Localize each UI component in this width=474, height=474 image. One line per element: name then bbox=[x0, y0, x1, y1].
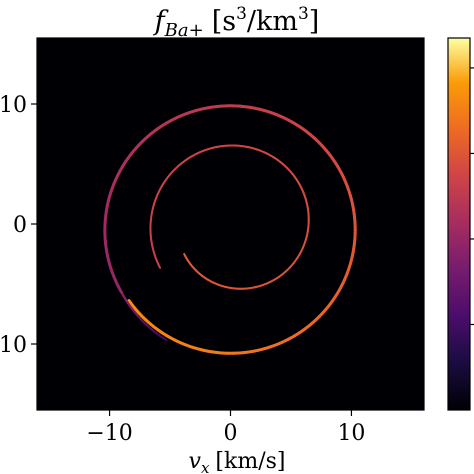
x-axis-label: vx [km/s] bbox=[189, 449, 286, 474]
y-tick-label: 10 bbox=[0, 333, 27, 358]
y-tick-label: 0 bbox=[13, 213, 27, 238]
plot-frame bbox=[36, 37, 425, 411]
x-tick-label: −10 bbox=[86, 421, 132, 446]
outer-ring bbox=[103, 104, 357, 355]
colorbar bbox=[447, 37, 474, 411]
title-subscript: Ba+ bbox=[164, 20, 204, 41]
xlabel-subscript: x bbox=[201, 459, 210, 474]
x-axis: −10 0 10 bbox=[86, 410, 365, 446]
outer-ring-segment bbox=[127, 299, 133, 305]
title-units-mid: /km bbox=[247, 6, 298, 37]
outer-tail bbox=[120, 291, 168, 342]
y-axis: 10 0 10 bbox=[0, 93, 37, 358]
y-tick-label: 10 bbox=[0, 93, 27, 118]
heatmap-background bbox=[37, 38, 424, 410]
colorbar-gradient bbox=[448, 38, 470, 410]
title-symbol: f bbox=[153, 6, 169, 37]
x-tick-label: 10 bbox=[337, 421, 365, 446]
x-tick-label: 0 bbox=[224, 421, 238, 446]
colorbar-frame bbox=[447, 37, 471, 411]
xlabel-symbol: v bbox=[189, 449, 202, 474]
title-units-exp1: 3 bbox=[236, 4, 247, 24]
title-units-post: ] bbox=[309, 6, 320, 37]
inner-spiral bbox=[149, 144, 310, 290]
title-units-exp2: 3 bbox=[298, 4, 309, 24]
inner-spiral-segment bbox=[183, 253, 186, 257]
title-units-pre: [s bbox=[212, 6, 236, 37]
chart-title: fBa+ [s3/km3] bbox=[153, 4, 320, 41]
plot-area: −10 0 10 10 0 10 bbox=[0, 37, 425, 446]
xlabel-units: [km/s] bbox=[215, 449, 285, 474]
heatmap-features bbox=[103, 104, 357, 355]
colorbar-ticks bbox=[470, 67, 474, 326]
